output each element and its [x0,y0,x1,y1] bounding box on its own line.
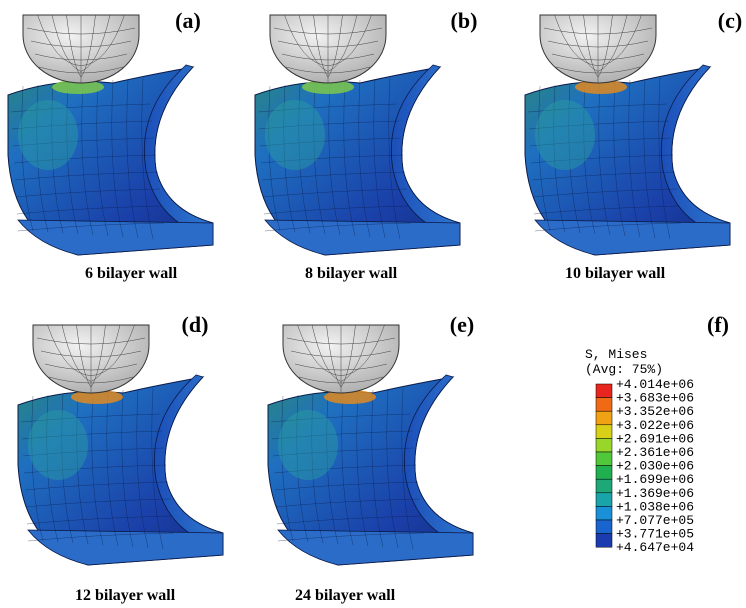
legend-swatch [596,398,612,412]
stress-zone [265,100,325,170]
figure: (a) 6 bilayer wall (b) 8 bilayer wall (c) 10 … [0,0,746,608]
panel-caption: 10 bilayer wall [565,265,666,282]
panel-caption: 12 bilayer wall [75,587,176,604]
panel [8,15,213,255]
legend-swatch [596,493,612,507]
shell-base [265,220,460,255]
panel-label: (e) [450,312,474,337]
shell-base [28,530,223,565]
legend-subtitle: (Avg: 75%) [585,362,663,377]
legend-swatch [596,452,612,466]
panel-label: (b) [451,8,478,33]
shell-base [18,220,213,255]
legend-swatch [596,411,612,425]
legend-swatch [596,425,612,439]
shell-base [278,530,473,565]
legend-swatch [596,384,612,398]
stress-zone [18,100,78,170]
legend-value: +4.647e+04 [616,540,694,555]
legend-title: S, Mises [585,347,647,362]
panel-caption: 6 bilayer wall [85,265,178,282]
panel-caption: 8 bilayer wall [305,265,398,282]
panel-label: (c) [718,8,742,33]
stress-zone [535,100,595,170]
panel [525,15,730,255]
panel-label: (d) [182,312,209,337]
panel-caption: 24 bilayer wall [295,587,396,604]
panel [255,15,460,255]
legend-swatch [596,520,612,534]
legend-swatch [596,534,612,548]
stress-zone [28,410,88,480]
panel [18,325,223,565]
shell-base [535,220,730,255]
panel-label: (a) [175,8,201,33]
panel [268,325,473,565]
legend-swatch [596,479,612,493]
legend-swatch [596,466,612,480]
legend-swatch [596,438,612,452]
legend-swatch [596,506,612,520]
stress-zone [278,410,338,480]
panel-label: (f) [707,312,729,337]
